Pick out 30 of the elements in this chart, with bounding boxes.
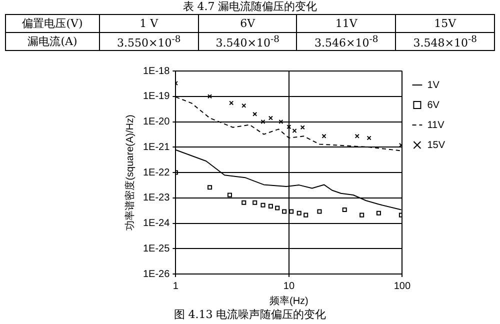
text: 3.550×10$^{-8}$ xyxy=(99,32,198,50)
text: 偏置电压(V) xyxy=(6,14,100,32)
legend-label: 1V xyxy=(427,80,440,91)
y-tick-label: 1E-19 xyxy=(142,91,170,102)
y-tick-label: 1E-26 xyxy=(142,268,170,280)
y-tick-label: 1E-22 xyxy=(142,167,170,178)
text: 3.546×10$^{-8}$ xyxy=(296,32,396,50)
text: 漏电流(A) xyxy=(6,32,100,50)
y-tick-label: 1E-18 xyxy=(142,66,170,77)
y-tick-label: 1E-20 xyxy=(142,116,170,128)
y-axis-title: 功率谱密度(square(A)/Hz) xyxy=(124,114,136,230)
text: 15V xyxy=(396,14,494,32)
legend-label: 6V xyxy=(427,100,440,111)
y-tick-label: 1E-21 xyxy=(142,142,170,153)
y-tick-label: 1E-23 xyxy=(142,192,170,204)
legend-label: 15V xyxy=(427,140,446,151)
legend-label: 11V xyxy=(427,120,445,131)
text: 1 V xyxy=(99,14,198,32)
text: 3.540×10$^{-8}$ xyxy=(198,32,297,50)
caption: 图 4.13 电流噪声随偏压的变化 xyxy=(172,307,328,322)
x-tick-label: 1 xyxy=(172,280,179,292)
text: 3.548×10$^{-8}$ xyxy=(396,32,494,50)
x-tick-label: 10 xyxy=(283,280,295,292)
text: 6V xyxy=(198,14,297,32)
y-tick-label: 1E-24 xyxy=(142,218,170,229)
x-axis-title: 频率(Hz) xyxy=(270,294,308,307)
text: 表 4.7 漏电流随偏压的变化 xyxy=(182,0,318,14)
y-tick-label: 1E-25 xyxy=(142,243,170,254)
x-tick-label: 100 xyxy=(394,280,411,292)
text: 11V xyxy=(296,14,396,32)
